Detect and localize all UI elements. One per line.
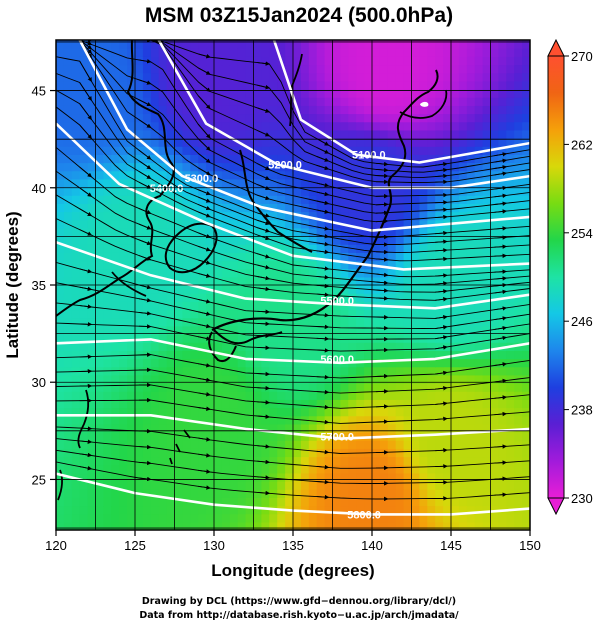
colorbar-tick-label: 230 (571, 491, 593, 506)
y-tick-label: 35 (32, 278, 46, 293)
x-axis-label: Longitude (degrees) (211, 561, 374, 580)
contour-5200 (157, 40, 530, 190)
x-tick-label: 125 (124, 538, 146, 553)
y-tick-label: 45 (32, 84, 46, 99)
colorbar-tick-label: 238 (571, 403, 593, 418)
colorbar-min-triangle (547, 497, 565, 516)
contour-5100 (272, 40, 530, 164)
x-axis: 120 125 130 135 140 145 150 (45, 530, 541, 553)
contour-5300 (78, 40, 530, 232)
y-axis-label: Latitude (degrees) (3, 211, 22, 358)
chart-title: MSM 03Z15Jan2024 (500.0hPa) (145, 4, 453, 27)
x-tick-label: 150 (519, 538, 541, 553)
credit-line-2: Data from http://database.rish.kyoto−u.a… (139, 610, 459, 621)
colorbar-tick-label: 270 (571, 49, 593, 64)
contour-label: 5700.0 (320, 432, 354, 444)
contour-label: 5800.0 (347, 509, 381, 521)
credit-line-1: Drawing by DCL (https://www.gfd−dennou.o… (142, 596, 456, 607)
x-tick-label: 130 (203, 538, 225, 553)
contour-label: 5500.0 (320, 296, 354, 308)
colorbar-ramp (548, 56, 564, 498)
y-tick-label: 25 (32, 472, 46, 487)
colorbar-tick-label: 254 (571, 226, 593, 241)
contour-label: 5300.0 (185, 173, 219, 185)
colorbar-tick-label: 262 (571, 137, 593, 152)
x-tick-label: 120 (45, 538, 67, 553)
contour-label: 5200.0 (268, 159, 302, 171)
coastlines (56, 40, 448, 501)
grid-lines (56, 40, 530, 530)
x-tick-label: 145 (440, 538, 462, 553)
contour-label: 5400.0 (150, 183, 184, 195)
y-axis: 25 30 35 40 45 (32, 84, 56, 487)
x-tick-label: 135 (282, 538, 304, 553)
colorbar: 230 238 246 254 262 270 (547, 38, 593, 516)
colorbar-tick-label: 246 (571, 314, 593, 329)
colorbar-max-triangle (547, 38, 565, 57)
contour-5400 (56, 122, 530, 271)
contour-label: 5100.0 (352, 150, 386, 162)
contour-label: 5600.0 (320, 354, 354, 366)
y-tick-label: 30 (32, 375, 46, 390)
x-tick-label: 140 (361, 538, 383, 553)
y-tick-label: 40 (32, 181, 46, 196)
